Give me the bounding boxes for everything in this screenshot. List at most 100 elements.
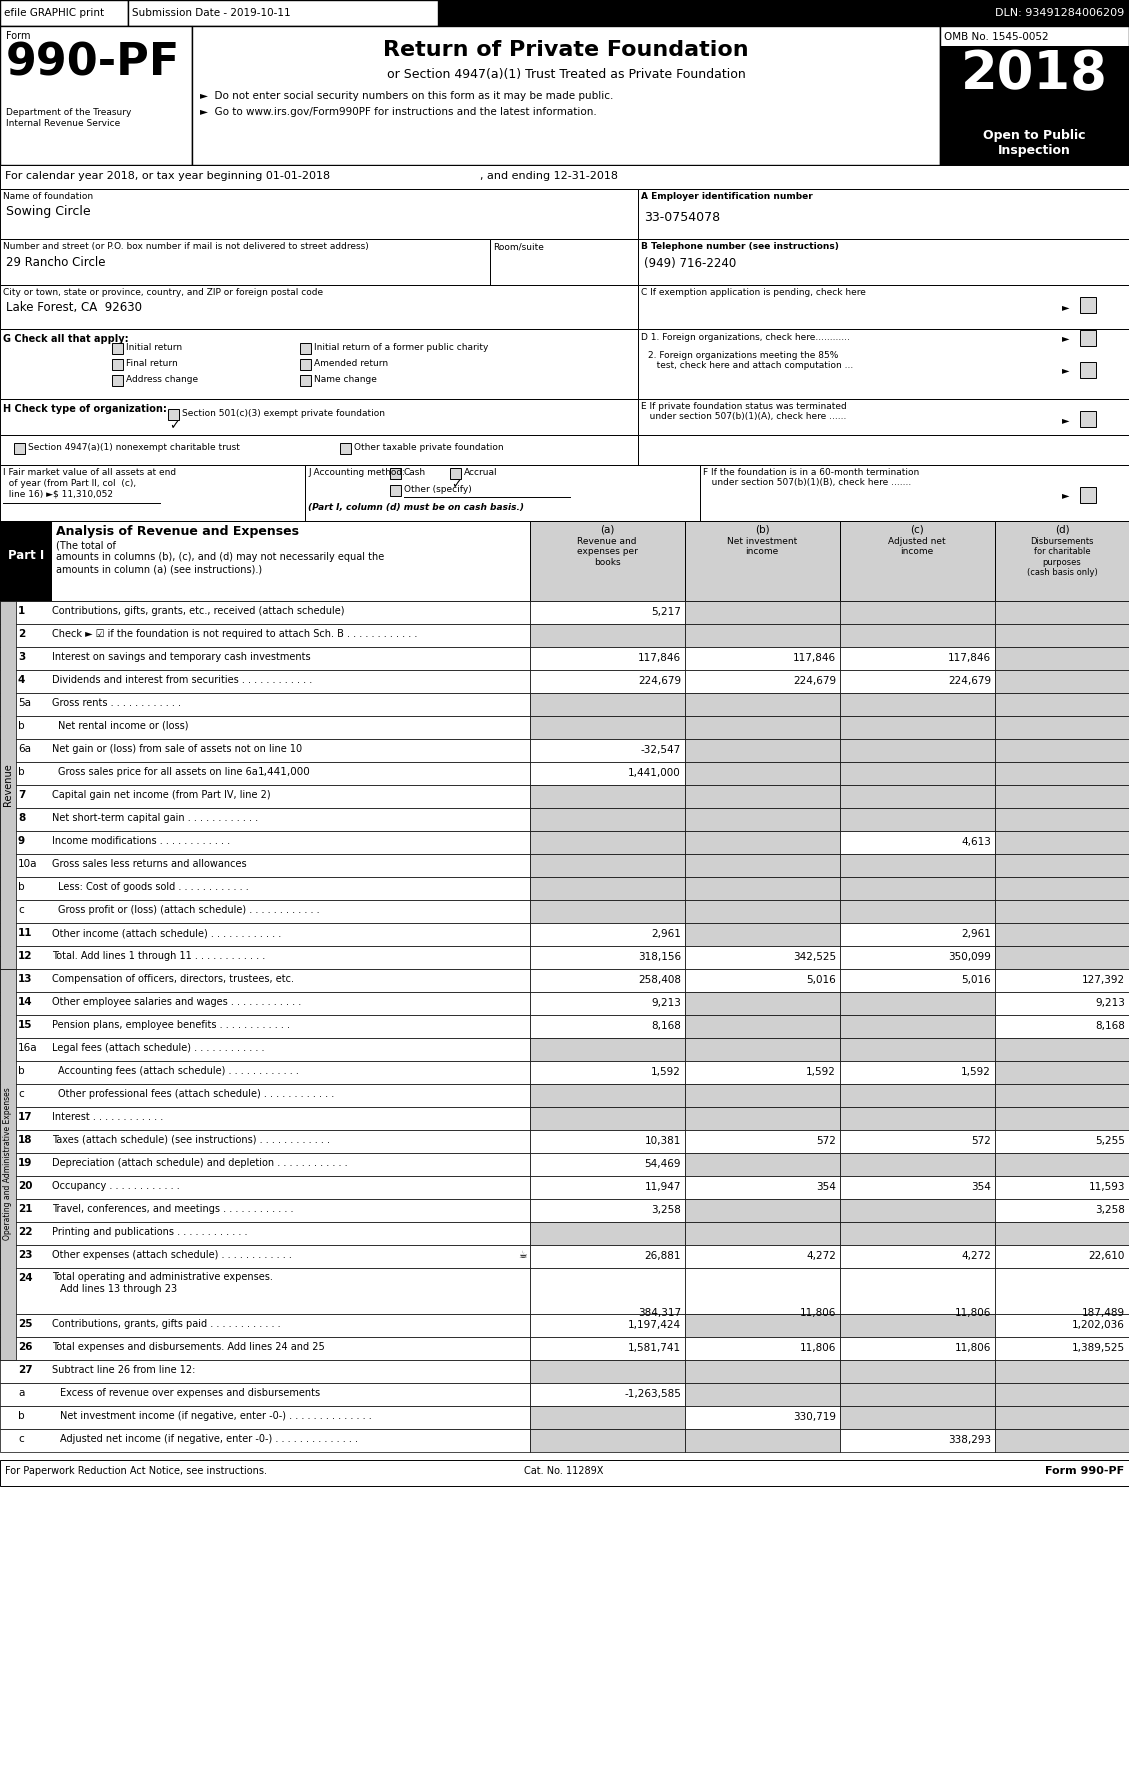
Text: 26,881: 26,881 (645, 1251, 681, 1262)
Bar (530, 878, 685, 899)
Text: 4: 4 (18, 675, 25, 684)
Bar (305, 466, 700, 521)
Bar (638, 238, 1129, 284)
Bar (840, 670, 995, 693)
Bar (530, 1336, 685, 1359)
Bar (1080, 410, 1096, 426)
Bar (192, 27, 940, 165)
Bar (0, 1153, 530, 1176)
Bar (530, 716, 685, 739)
Text: 384,317: 384,317 (638, 1308, 681, 1319)
Text: I Fair market value of all assets at end: I Fair market value of all assets at end (3, 467, 176, 476)
Text: 354: 354 (971, 1182, 991, 1192)
Bar (0, 165, 1129, 188)
Text: b: b (18, 1066, 25, 1077)
Bar (530, 809, 685, 832)
Text: ►  Go to www.irs.gov/Form990PF for instructions and the latest information.: ► Go to www.irs.gov/Form990PF for instru… (200, 107, 597, 117)
Bar (995, 1406, 1129, 1429)
Bar (840, 716, 995, 739)
Bar (530, 992, 685, 1015)
Text: (Part I, column (d) must be on cash basis.): (Part I, column (d) must be on cash basi… (308, 503, 524, 512)
Text: 11,806: 11,806 (955, 1308, 991, 1319)
Bar (685, 1153, 840, 1176)
Bar (0, 238, 490, 284)
Bar (530, 693, 685, 716)
Bar (685, 1130, 840, 1153)
Bar (530, 1130, 685, 1153)
Bar (995, 624, 1129, 647)
Bar (530, 785, 685, 809)
Text: amounts in columns (b), (c), and (d) may not necessarily equal the: amounts in columns (b), (c), and (d) may… (56, 553, 384, 562)
Bar (0, 1406, 530, 1429)
Bar (530, 1084, 685, 1107)
Text: 224,679: 224,679 (948, 675, 991, 686)
Text: Revenue and
expenses per
books: Revenue and expenses per books (577, 537, 638, 567)
Text: Check ► ☑ if the foundation is not required to attach Sch. B . . . . . . . . . .: Check ► ☑ if the foundation is not requi… (52, 629, 418, 640)
Text: 9: 9 (18, 835, 25, 846)
Bar (995, 1084, 1129, 1107)
Text: ☕: ☕ (518, 1249, 527, 1260)
Text: c: c (18, 1434, 24, 1445)
Text: 33-0754078: 33-0754078 (644, 211, 720, 224)
Bar (840, 739, 995, 762)
Bar (840, 1313, 995, 1336)
Bar (840, 785, 995, 809)
Text: Other taxable private foundation: Other taxable private foundation (355, 442, 504, 451)
Text: 1: 1 (18, 606, 25, 617)
Text: ►  Do not enter social security numbers on this form as it may be made public.: ► Do not enter social security numbers o… (200, 91, 613, 101)
Text: Name change: Name change (314, 375, 377, 384)
Text: 11,806: 11,806 (955, 1343, 991, 1352)
Bar (530, 855, 685, 878)
Text: Add lines 13 through 23: Add lines 13 through 23 (60, 1285, 177, 1294)
Bar (840, 624, 995, 647)
Bar (995, 521, 1129, 601)
Text: Submission Date - 2019-10-11: Submission Date - 2019-10-11 (132, 9, 290, 18)
Text: Section 501(c)(3) exempt private foundation: Section 501(c)(3) exempt private foundat… (182, 409, 385, 418)
Bar (685, 1061, 840, 1084)
Text: Room/suite: Room/suite (493, 242, 544, 251)
Bar (840, 878, 995, 899)
Text: ►: ► (1062, 490, 1069, 499)
Text: Net short-term capital gain . . . . . . . . . . . .: Net short-term capital gain . . . . . . … (52, 814, 259, 823)
Text: Address change: Address change (126, 375, 198, 384)
Bar (995, 878, 1129, 899)
Bar (995, 922, 1129, 945)
Bar (0, 329, 638, 400)
Text: Other employee salaries and wages . . . . . . . . . . . .: Other employee salaries and wages . . . … (52, 997, 301, 1008)
Bar (530, 899, 685, 922)
Text: b: b (18, 768, 25, 777)
Text: Initial return of a former public charity: Initial return of a former public charit… (314, 343, 489, 352)
Bar (840, 1246, 995, 1269)
Bar (530, 670, 685, 693)
Bar (685, 968, 840, 992)
Bar (995, 809, 1129, 832)
Bar (840, 1130, 995, 1153)
Bar (685, 1084, 840, 1107)
Bar (0, 762, 530, 785)
Text: 8,168: 8,168 (1095, 1022, 1124, 1031)
Bar (530, 739, 685, 762)
Bar (0, 899, 530, 922)
Bar (0, 968, 16, 1359)
Bar (0, 1038, 530, 1061)
Bar (840, 992, 995, 1015)
Text: Gross sales less returns and allowances: Gross sales less returns and allowances (52, 858, 246, 869)
Bar (840, 1336, 995, 1359)
Bar (0, 1313, 530, 1336)
Bar (0, 1246, 530, 1269)
Text: 23: 23 (18, 1249, 33, 1260)
Text: Operating and Administrative Expenses: Operating and Administrative Expenses (3, 1088, 12, 1240)
Bar (0, 0, 128, 27)
Text: -32,547: -32,547 (641, 745, 681, 755)
Bar (112, 375, 123, 386)
Bar (685, 899, 840, 922)
Text: A Employer identification number: A Employer identification number (641, 192, 813, 201)
Text: 4,272: 4,272 (806, 1251, 835, 1262)
Bar (530, 1269, 685, 1313)
Bar (995, 785, 1129, 809)
Text: 990-PF: 990-PF (6, 41, 181, 84)
Bar (685, 739, 840, 762)
Text: 20: 20 (18, 1182, 33, 1191)
Text: 5,217: 5,217 (651, 608, 681, 617)
Text: Total expenses and disbursements. Add lines 24 and 25: Total expenses and disbursements. Add li… (52, 1342, 325, 1352)
